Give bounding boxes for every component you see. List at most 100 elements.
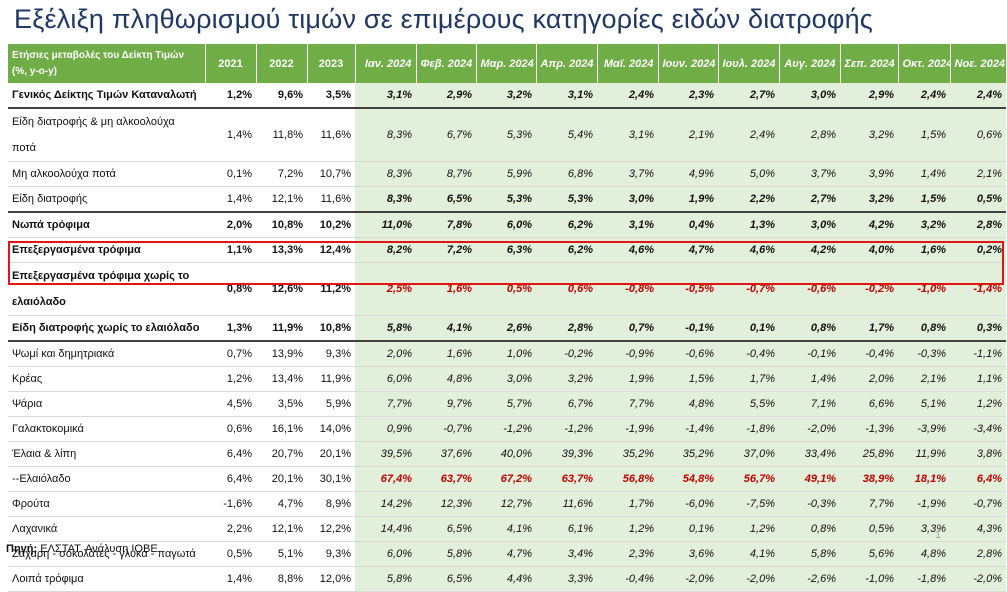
table-cell: 0,6%	[950, 108, 1006, 162]
table-cell: -0,7%	[950, 491, 1006, 517]
table-cell: 6,7%	[416, 108, 476, 162]
table-cell: 2,1%	[950, 161, 1006, 187]
table-cell: 6,2%	[536, 237, 597, 263]
table-cell: 0,3%	[950, 315, 1006, 342]
table-cell: 3,0%	[779, 212, 840, 238]
header-col: Μαρ. 2024	[476, 44, 537, 83]
table-cell: 5,6%	[840, 541, 898, 567]
table-cell: -1,0%	[898, 262, 950, 316]
table-cell: 2,9%	[416, 83, 476, 109]
table-cell: 20,1%	[256, 466, 307, 492]
table-cell: 0,1%	[205, 161, 256, 187]
table-cell: 35,2%	[597, 441, 658, 467]
table-cell: 3,5%	[307, 83, 355, 109]
table-cell: -1,3%	[840, 416, 898, 442]
table-cell: 0,4%	[658, 212, 718, 238]
table-cell: 5,9%	[476, 161, 536, 187]
table-cell: 9,7%	[416, 391, 476, 417]
table-cell: -1,4%	[950, 262, 1006, 316]
table-cell: 6,0%	[355, 366, 416, 392]
table-cell: 3,1%	[597, 212, 658, 238]
table-cell: 56,7%	[718, 466, 779, 492]
table-row: Νωπά τρόφιμα 2,0% 10,8% 10,2% 11,0% 7,8% 6,0% 6…	[8, 212, 1006, 238]
table-cell: 1,6%	[416, 262, 476, 316]
table-cell: 1,1%	[950, 366, 1006, 392]
table-cell: 9,3%	[307, 341, 355, 367]
table-cell: 2,7%	[718, 83, 779, 109]
table-cell: 11,6%	[536, 491, 597, 517]
table-cell: 11,6%	[307, 186, 355, 213]
table-cell: -0,5%	[658, 262, 718, 316]
header-first-cell: Ετήσιες μεταβολές του Δείκτη Τιμών (%, y…	[8, 44, 206, 83]
table-cell: 6,5%	[416, 566, 476, 592]
table-cell: 0,5%	[476, 262, 536, 316]
header-col: 2021	[205, 44, 257, 83]
table-cell: 2,3%	[597, 541, 658, 567]
table-cell: 56,8%	[597, 466, 658, 492]
table-cell: 4,5%	[205, 391, 256, 417]
table-cell: 6,3%	[476, 237, 536, 263]
table-cell: 11,9%	[307, 366, 355, 392]
table-cell: 37,6%	[416, 441, 476, 467]
source-label: Πηγή:	[6, 543, 38, 555]
table-row: Κρέας 1,2% 13,4% 11,9% 6,0% 4,8% 3,0% 3,2% 1,9% 1…	[8, 366, 1006, 392]
table-cell: 2,9%	[840, 83, 898, 109]
table-cell: 5,0%	[718, 161, 779, 187]
table-cell: 5,8%	[355, 566, 416, 592]
table-cell: 9,3%	[307, 541, 355, 567]
table-cell: 5,3%	[476, 186, 536, 213]
row-label: Επεξεργασμένα τρόφιμα	[8, 237, 205, 263]
table-cell: 2,6%	[476, 315, 536, 342]
table-cell: 4,8%	[898, 541, 950, 567]
table-cell: 5,8%	[779, 541, 840, 567]
table-cell: 6,5%	[416, 186, 476, 213]
table-cell: 0,8%	[779, 315, 840, 342]
table-cell: 2,2%	[205, 516, 256, 542]
table-cell: -0,3%	[779, 491, 840, 517]
table-cell: 12,6%	[256, 262, 307, 316]
table-cell: 20,7%	[256, 441, 307, 467]
table-cell: 0,2%	[950, 237, 1006, 263]
header-col: Οκτ. 2024	[898, 44, 951, 83]
table-cell: 1,7%	[597, 491, 658, 517]
table-cell: 49,1%	[779, 466, 840, 492]
table-cell: 8,3%	[355, 161, 416, 187]
table-row: Επεξεργασμένα τρόφιμα χωρίς το ελαιόλαδο…	[8, 262, 1006, 316]
table-cell: 3,1%	[536, 83, 597, 109]
table-cell: 40,0%	[476, 441, 536, 467]
table-cell: 0,6%	[205, 416, 256, 442]
table-cell: 1,4%	[779, 366, 840, 392]
table-cell: 2,0%	[205, 212, 256, 238]
table-cell: -0,9%	[597, 341, 658, 367]
table-cell: 1,2%	[205, 366, 256, 392]
table-cell: 5,1%	[256, 541, 307, 567]
table-cell: 4,7%	[658, 237, 718, 263]
table-cell: 0,5%	[840, 516, 898, 542]
table-cell: -0,1%	[779, 341, 840, 367]
row-label: Είδη διατροφής χωρίς το ελαιόλαδο	[8, 315, 205, 342]
source-text: ΕΛΣΤΑΤ. Ανάλυση ΙΟΒΕ	[37, 543, 158, 555]
table-cell: 11,8%	[256, 108, 307, 162]
table-cell: 7,7%	[840, 491, 898, 517]
table-cell: 2,7%	[779, 186, 840, 213]
page-number: 1	[935, 529, 942, 541]
header-col: Φεβ. 2024	[416, 44, 477, 83]
table-cell: 1,2%	[950, 391, 1006, 417]
table-cell: 2,8%	[950, 541, 1006, 567]
row-label: Γενικός Δείκτης Τιμών Καταναλωτή	[8, 83, 205, 109]
table-cell: 4,7%	[476, 541, 536, 567]
header-col: Σεπ. 2024	[840, 44, 899, 83]
table-cell: -1,8%	[898, 566, 950, 592]
table-cell: 5,8%	[355, 315, 416, 342]
table-cell: -0,6%	[779, 262, 840, 316]
table-cell: 3,1%	[597, 108, 658, 162]
table-cell: 12,1%	[256, 186, 307, 213]
table-cell: -1,4%	[658, 416, 718, 442]
table-cell: 4,6%	[718, 237, 779, 263]
table-cell: 2,8%	[950, 212, 1006, 238]
row-label: Φρούτα	[8, 491, 205, 517]
table-cell: 0,1%	[658, 516, 718, 542]
table-cell: -2,6%	[779, 566, 840, 592]
table-cell: 4,6%	[597, 237, 658, 263]
table-cell: 33,4%	[779, 441, 840, 467]
